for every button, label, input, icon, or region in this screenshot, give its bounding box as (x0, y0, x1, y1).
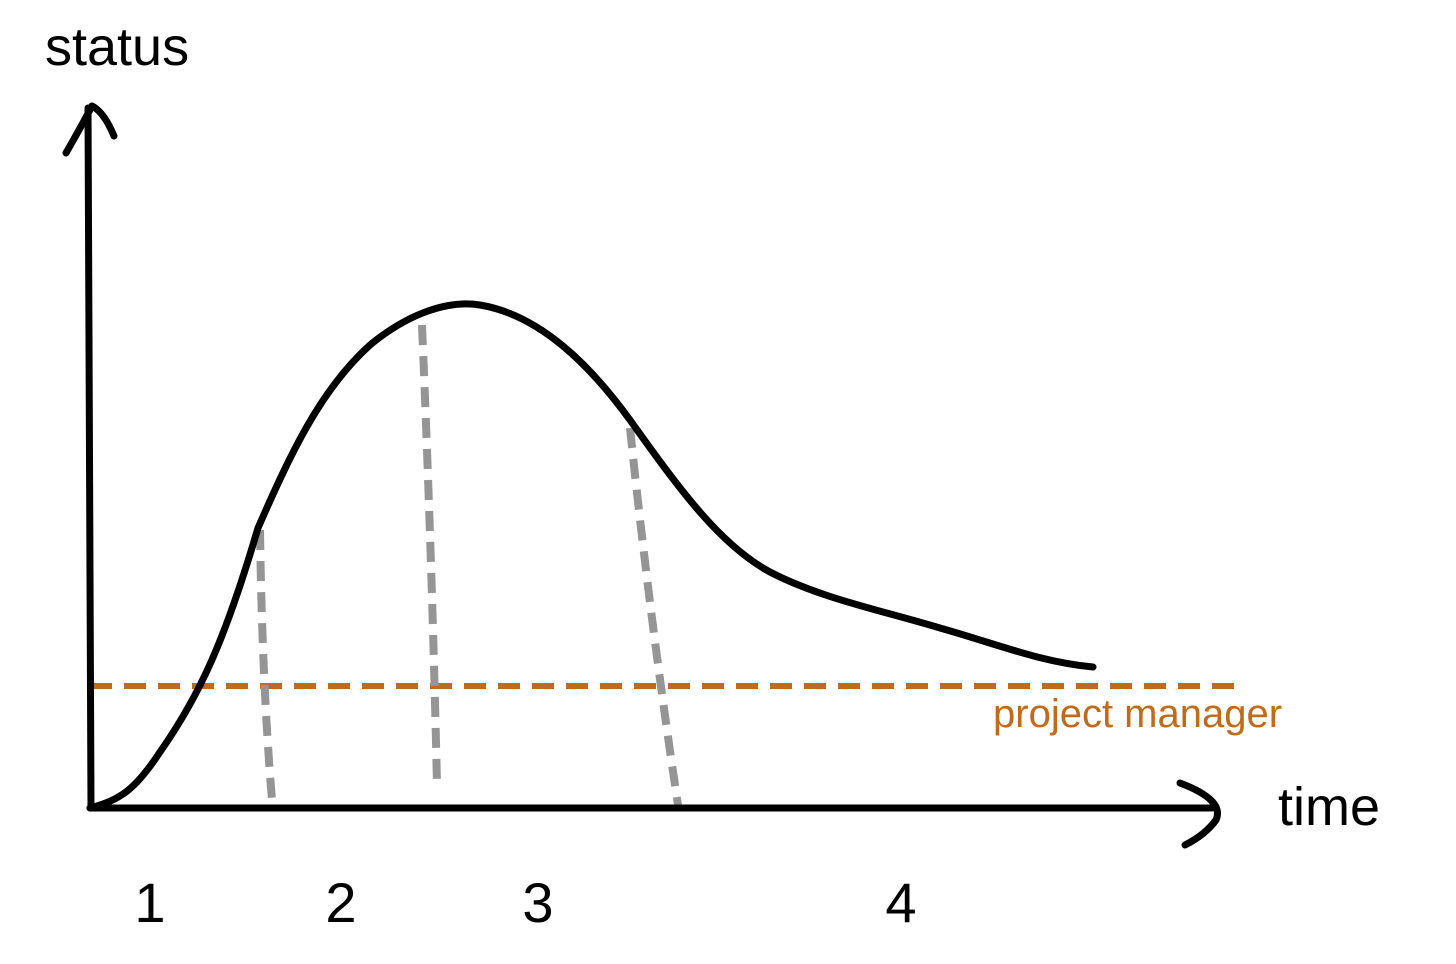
y-axis-arrow (62, 102, 118, 157)
phase-label: 2 (325, 871, 356, 934)
phase-label: 3 (522, 871, 553, 934)
phase-divider (418, 324, 441, 786)
y-axis-label: status (45, 17, 189, 77)
phase-divider (626, 427, 682, 806)
x-axis-arrow (1176, 779, 1221, 849)
phase-dividers (256, 324, 682, 806)
phase-divider (256, 529, 276, 801)
x-axis-label: time (1278, 777, 1380, 837)
phase-label: 4 (885, 871, 916, 934)
axes (62, 102, 1221, 849)
status-curve (86, 300, 1097, 812)
phase-label: 1 (134, 871, 165, 934)
y-axis (84, 104, 95, 812)
reference-label: project manager (993, 692, 1282, 736)
